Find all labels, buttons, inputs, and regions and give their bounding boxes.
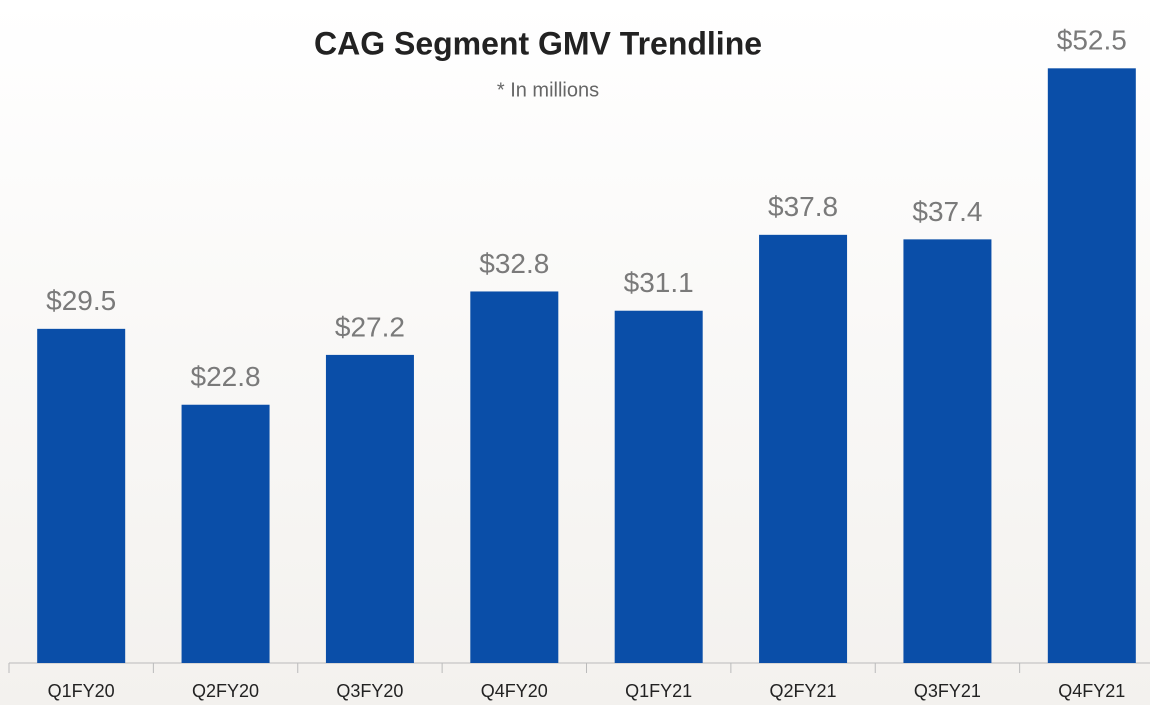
x-tick-label: Q2FY20 (192, 681, 259, 701)
chart-subtitle: * In millions (497, 79, 599, 101)
data-label: $22.8 (191, 361, 261, 392)
bar (37, 328, 126, 663)
x-tick-label: Q3FY20 (336, 681, 403, 701)
x-tick-label: Q3FY21 (914, 681, 981, 701)
bar (903, 239, 992, 664)
data-label: $37.4 (912, 196, 982, 227)
bar (181, 404, 270, 663)
chart-title: CAG Segment GMV Trendline (314, 25, 762, 61)
bar (470, 291, 559, 663)
x-tick-label: Q1FY21 (625, 681, 692, 701)
x-tick-label: Q2FY21 (770, 681, 837, 701)
x-tick-label: Q1FY20 (48, 681, 115, 701)
bar (759, 234, 848, 663)
bar (1047, 68, 1136, 664)
x-tick-label: Q4FY20 (481, 681, 548, 701)
bar (614, 310, 703, 663)
data-label: $29.5 (46, 285, 116, 316)
data-label: $37.8 (768, 191, 838, 222)
x-tick-label: Q4FY21 (1058, 681, 1125, 701)
data-label: $52.5 (1057, 25, 1127, 56)
data-label: $27.2 (335, 311, 405, 342)
bar (325, 354, 414, 663)
data-label: $32.8 (479, 248, 549, 279)
data-label: $31.1 (624, 267, 694, 298)
